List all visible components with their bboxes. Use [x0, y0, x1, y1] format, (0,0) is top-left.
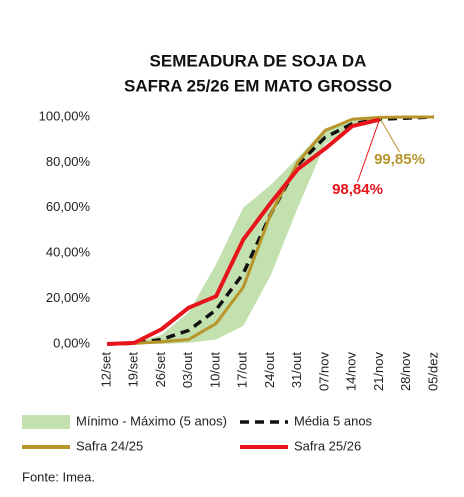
y-tick-label: 40,00% [46, 245, 91, 260]
x-tick-label: 24/out [262, 352, 277, 389]
y-tick-label: 60,00% [46, 199, 91, 214]
x-tick-label: 14/nov [344, 352, 359, 392]
y-tick-label: 20,00% [46, 290, 91, 305]
series-line [106, 117, 380, 346]
data-label: 98,84% [332, 181, 383, 198]
x-tick-label: 07/nov [316, 352, 331, 392]
source: Fonte: Imea. [22, 469, 95, 484]
chart-title: SEMEADURA DE SOJA DA [150, 51, 367, 70]
chart-title: SAFRA 25/26 EM MATO GROSSO [124, 76, 392, 95]
series-line [106, 115, 434, 346]
legend-label: Safra 25/26 [294, 438, 361, 453]
x-tick-label: 05/dez [425, 352, 440, 391]
x-tick-label: 03/out [180, 352, 195, 389]
x-tick-label: 12/set [98, 352, 113, 388]
x-tick-label: 10/out [207, 352, 222, 389]
x-tick-label: 26/set [153, 352, 168, 388]
y-tick-label: 0,00% [53, 335, 90, 350]
legend-label: Mínimo - Máximo (5 anos) [76, 413, 227, 428]
legend-label: Safra 24/25 [76, 438, 143, 453]
x-tick-label: 31/out [289, 352, 304, 389]
x-tick-label: 28/nov [398, 352, 413, 392]
y-tick-label: 80,00% [46, 154, 91, 169]
x-tick-label: 19/set [126, 352, 141, 388]
range-band [107, 117, 434, 344]
legend-swatch [22, 415, 70, 429]
legend-label: Média 5 anos [294, 413, 373, 428]
data-label: 99,85% [374, 151, 425, 168]
leader-line [379, 117, 400, 153]
x-tick-label: 21/nov [371, 352, 386, 392]
leader-line [357, 119, 380, 183]
y-tick-label: 100,00% [39, 108, 91, 123]
x-tick-label: 17/out [235, 352, 250, 389]
